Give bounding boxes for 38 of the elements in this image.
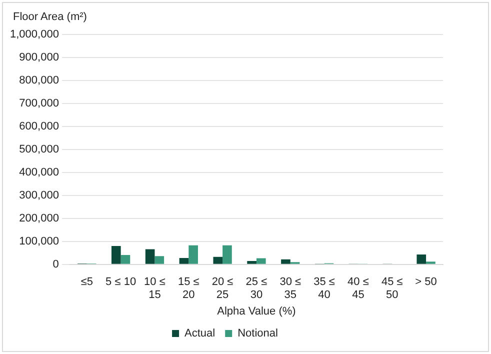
y-tick-label: 0 <box>52 258 59 270</box>
x-tick-label: > 50 <box>415 276 437 288</box>
bar <box>247 260 256 264</box>
y-tick-label: 900,000 <box>19 52 59 64</box>
y-tick-label: 600,000 <box>19 120 59 133</box>
x-tick-label: ≤5 <box>80 276 93 288</box>
bar <box>281 259 290 264</box>
bar <box>222 245 232 264</box>
bar <box>188 245 198 264</box>
bar <box>179 258 189 264</box>
x-tick-label: 35 ≤ 40 <box>314 276 335 302</box>
x-tick-label: 20 ≤ 25 <box>212 276 234 302</box>
bar <box>120 254 130 264</box>
bar <box>256 258 266 264</box>
x-tick-label: 5 ≤ 10 <box>106 276 136 288</box>
bar <box>213 256 223 264</box>
x-tick-label: 25 ≤ 30 <box>246 276 268 302</box>
y-tick-label: 800,000 <box>19 74 59 87</box>
bar <box>416 254 426 264</box>
x-tick-label: 30 ≤ 35 <box>280 276 302 302</box>
y-tick-label: 100,000 <box>19 235 59 248</box>
y-tick-label: 400,000 <box>19 166 59 179</box>
bar <box>111 246 121 264</box>
y-tick-label: 300,000 <box>19 189 59 202</box>
x-tick-label: 10 ≤ 15 <box>144 276 166 302</box>
x-tick-label: 40 ≤ 45 <box>348 276 369 302</box>
y-tick-label: 500,000 <box>19 144 59 156</box>
legend-label: Actual <box>184 328 216 340</box>
legend-label: Notional <box>238 328 278 340</box>
x-axis-title: Alpha Value (%) <box>217 305 296 318</box>
bar <box>154 256 164 264</box>
y-tick-label: 1,000,000 <box>10 28 59 41</box>
y-tick-label: 200,000 <box>19 212 59 224</box>
bar <box>145 249 155 264</box>
x-tick-label: 15 ≤ 20 <box>178 276 200 302</box>
y-tick-label: 700,000 <box>19 98 59 110</box>
y-axis-title: Floor Area (m²) <box>13 11 87 23</box>
x-tick-label: 45 ≤ 50 <box>381 276 403 302</box>
